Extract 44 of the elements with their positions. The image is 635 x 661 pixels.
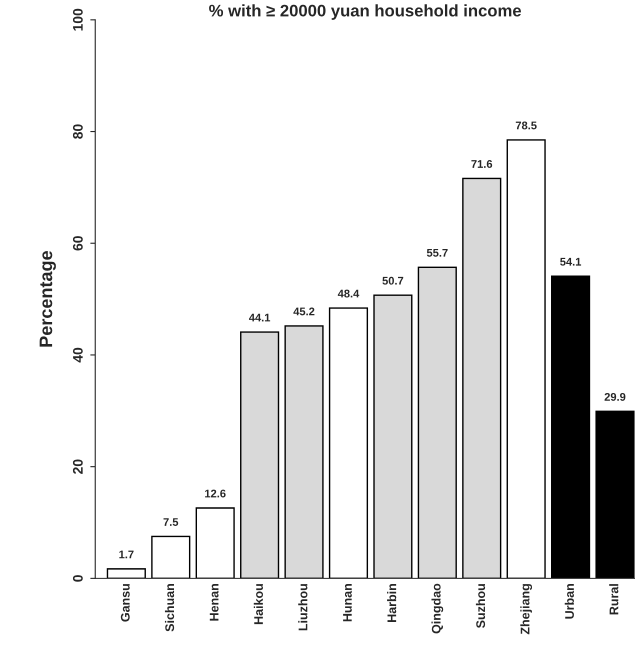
y-axis-title: Percentage (40, 251, 56, 347)
bar (284, 325, 324, 578)
x-tick-label: Zhejiang (520, 584, 532, 634)
data-label: 1.7 (119, 550, 134, 558)
bar (595, 410, 635, 578)
data-label: 12.6 (205, 490, 226, 498)
bar (151, 536, 190, 578)
x-tick-label: Rural (609, 584, 618, 614)
x-tick-label: Urban (564, 584, 574, 619)
x-tick-label: Liuzhou (298, 584, 308, 630)
data-label: 54.1 (560, 258, 582, 266)
bar (418, 266, 457, 578)
bar (462, 178, 502, 578)
chart-title: % with ≥ 20000 yuan household income (209, 4, 522, 20)
x-tick-label: Hunan (343, 584, 352, 622)
data-label: 50.7 (382, 276, 404, 285)
data-label: 55.7 (426, 248, 448, 257)
bar (373, 294, 412, 578)
y-tick-label: 20 (72, 460, 83, 474)
data-label: 29.9 (604, 392, 626, 401)
data-label: 44.1 (248, 314, 270, 322)
data-label: 48.4 (338, 290, 360, 298)
x-tick-label: Harbin (387, 584, 396, 622)
y-tick-label: 0 (72, 575, 83, 582)
data-label: 45.2 (293, 308, 314, 316)
x-tick-label: Gansu (120, 584, 130, 622)
y-tick-label: 40 (72, 348, 83, 362)
x-tick-label: Suzhou (476, 584, 486, 628)
y-tick-label: 80 (72, 124, 83, 139)
data-label: 71.6 (471, 160, 492, 168)
bar (328, 307, 368, 578)
y-tick-label: 100 (72, 8, 83, 31)
x-tick-label: Henan (210, 584, 219, 621)
bar (106, 568, 146, 578)
bar (240, 331, 280, 578)
bar (196, 507, 235, 578)
x-tick-label: Qingdao (431, 584, 444, 634)
data-label: 7.5 (164, 518, 178, 526)
y-tick-label: 60 (72, 236, 83, 250)
x-tick-label: Haikou (254, 584, 263, 624)
data-label: 78.5 (516, 122, 537, 130)
bar (551, 276, 590, 578)
x-tick-label: Sichuan (164, 584, 174, 632)
bar (506, 139, 546, 578)
